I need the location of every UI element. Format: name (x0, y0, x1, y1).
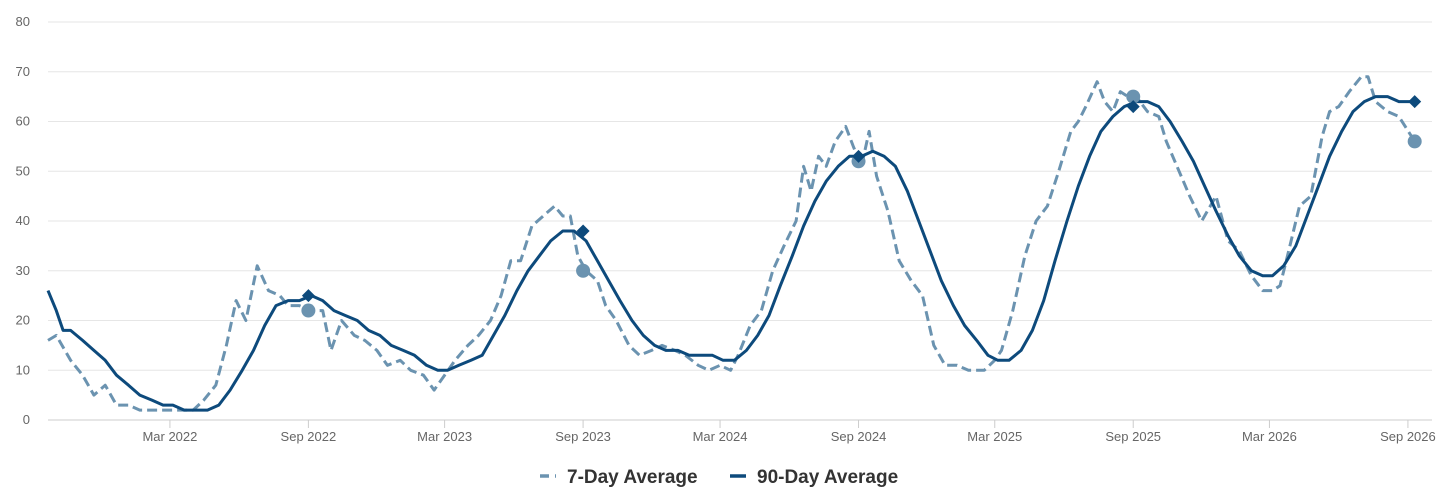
y-tick-label: 20 (16, 313, 30, 328)
x-tick-label: Mar 2024 (693, 429, 748, 444)
y-tick-label: 70 (16, 64, 30, 79)
x-tick-label: Mar 2026 (1242, 429, 1297, 444)
x-tick-label: Sep 2023 (555, 429, 611, 444)
x-tick-label: Sep 2022 (281, 429, 337, 444)
legend[interactable]: 7-Day Average 90-Day Average (540, 467, 898, 488)
point-marker-90-day[interactable] (852, 149, 866, 163)
end-marker-90-day[interactable] (1408, 95, 1422, 109)
legend-label-7-day: 7-Day Average (567, 467, 698, 488)
x-tick-label: Sep 2025 (1105, 429, 1161, 444)
legend-item-90-day[interactable]: 90-Day Average (730, 467, 898, 488)
legend-label-90-day: 90-Day Average (757, 467, 898, 488)
legend-item-7-day[interactable]: 7-Day Average (540, 467, 698, 488)
y-tick-label: 60 (16, 114, 30, 129)
point-marker-90-day[interactable] (576, 224, 590, 238)
x-tick-label: Mar 2025 (967, 429, 1022, 444)
y-tick-label: 0 (23, 412, 30, 427)
y-tick-label: 30 (16, 263, 30, 278)
series-line-90-day-average (46, 95, 1415, 412)
point-marker-90-day[interactable] (301, 289, 315, 303)
x-tick-label: Sep 2026 (1380, 429, 1436, 444)
x-tick-label: Mar 2022 (142, 429, 197, 444)
y-tick-label: 10 (16, 362, 30, 377)
y-tick-label: 80 (16, 14, 30, 29)
annotation-markers (301, 89, 1422, 318)
point-marker-7-day[interactable] (301, 303, 316, 318)
y-axis-tick-labels: 0 10 20 30 40 50 60 70 80 (16, 14, 30, 427)
series-line-7-day-average (47, 75, 1416, 412)
point-marker-90-day[interactable] (1126, 100, 1140, 114)
y-tick-label: 40 (16, 213, 30, 228)
point-marker-7-day[interactable] (1126, 89, 1141, 104)
x-axis: Mar 2022 Sep 2022 Mar 2023 Sep 2023 Mar 2024… (48, 419, 1436, 444)
y-tick-label: 50 (16, 163, 30, 178)
x-tick-label: Sep 2024 (831, 429, 887, 444)
x-tick-label: Mar 2023 (417, 429, 472, 444)
point-marker-7-day[interactable] (576, 263, 591, 278)
end-marker-7-day[interactable] (1407, 134, 1422, 149)
series-lines (46, 75, 1416, 412)
grid-lines (48, 21, 1432, 371)
